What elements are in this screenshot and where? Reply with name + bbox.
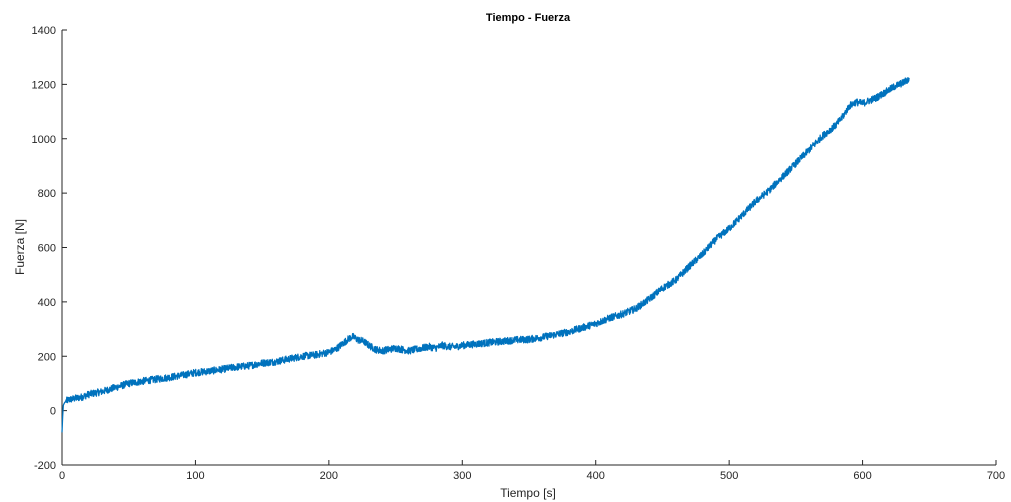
x-tick-label: 500 [720, 470, 738, 482]
y-tick-label: -200 [34, 460, 56, 472]
x-tick-label: 700 [987, 470, 1005, 482]
y-tick-label: 400 [38, 297, 56, 309]
y-tick-label: 1000 [32, 134, 56, 146]
y-tick-label: 1400 [32, 25, 56, 37]
plot-area [61, 76, 910, 433]
chart-title: Tiempo - Fuerza [486, 12, 571, 24]
x-tick-label: 0 [59, 470, 65, 482]
x-tick-label: 100 [186, 470, 204, 482]
x-tick-label: 600 [853, 470, 871, 482]
x-tick-label: 400 [587, 470, 605, 482]
y-tick-label: 1200 [32, 79, 56, 91]
series-line [61, 76, 910, 433]
y-tick-label: 600 [38, 243, 56, 255]
x-tick-label: 300 [453, 470, 471, 482]
y-tick-label: 200 [38, 351, 56, 363]
y-axis-label: Fuerza [N] [13, 219, 27, 275]
x-tick-label: 200 [320, 470, 338, 482]
y-tick-label: 0 [50, 406, 56, 418]
y-tick-label: 800 [38, 188, 56, 200]
x-axis-label: Tiempo [s] [500, 486, 556, 500]
axes: 0 100 200 300 400 500 600 700-20002004006008001… [32, 25, 1006, 482]
